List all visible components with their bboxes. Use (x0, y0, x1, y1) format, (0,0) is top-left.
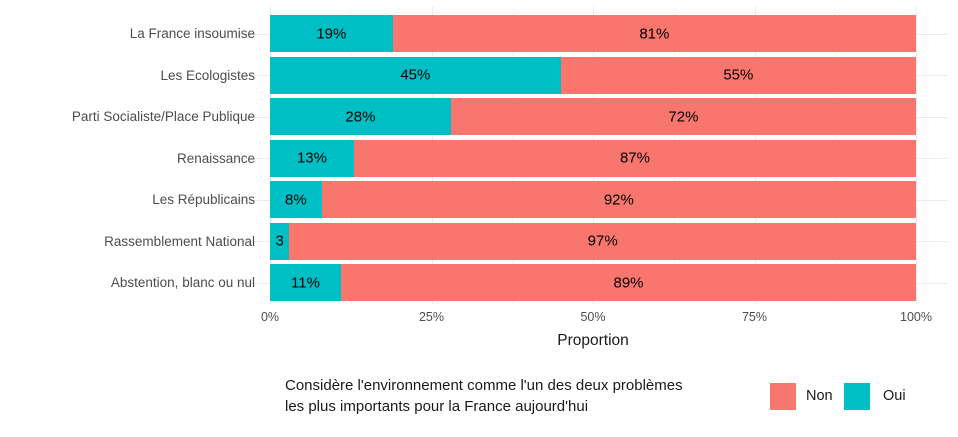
bar-row: 45% 55% (270, 56, 916, 94)
x-tick-label: 75% (741, 310, 768, 324)
bar-segment-non: 89% (341, 264, 916, 302)
x-tick-label: 0% (260, 310, 280, 324)
bar-value-label: 19% (316, 25, 347, 42)
legend-title-line-2: les plus importants pour la France aujou… (285, 398, 589, 415)
bar-value-label: 55% (723, 66, 754, 84)
category-label: Rassemblement National (104, 233, 255, 249)
category-label: Renaissance (176, 150, 255, 166)
legend-swatch-oui (844, 383, 870, 410)
bar-segment-oui: 8% (270, 181, 322, 219)
bar-row: 28% 72% (270, 98, 916, 136)
legend-title-line-1: Considère l'environnement comme l'un des… (285, 377, 683, 394)
bar-segment-non: 87% (353, 139, 916, 177)
bar-value-label: 89% (613, 274, 644, 292)
bar-value-label: 45% (400, 66, 431, 84)
x-tick-label: 50% (580, 310, 606, 324)
bar-segment-non: 92% (321, 181, 916, 219)
bar-value-label: 28% (345, 108, 376, 126)
legend-swatch-non (770, 383, 796, 410)
category-label: Les Républicains (152, 192, 255, 208)
bar-row: 8% 92% (270, 181, 916, 219)
legend-title: Considère l'environnement comme l'un des… (285, 375, 683, 417)
x-axis-title: Proportion (557, 332, 629, 349)
bar-value-label: 72% (668, 108, 699, 126)
bar-value-label: 8% (284, 191, 307, 209)
bar-segment-non: 55% (560, 56, 916, 94)
x-tick-label: 25% (418, 310, 445, 324)
bar-value-label: 13% (296, 149, 327, 167)
bar-value-label: 81% (639, 25, 670, 42)
category-label: Abstention, blanc ou nul (110, 275, 255, 291)
category-label: Les Ecologistes (160, 67, 255, 83)
bar-row: 19% 81% (270, 15, 916, 52)
bar-segment-oui: 45% (270, 56, 561, 94)
bar-segment-non: 72% (450, 98, 916, 136)
bar-value-label: 11% (291, 274, 320, 292)
legend-label-oui: Oui (883, 388, 906, 404)
category-label: La France insoumise (129, 26, 255, 41)
x-tick-label: 100% (900, 310, 932, 324)
legend-label-non: Non (806, 388, 833, 404)
bar-segment-oui: 19% (270, 15, 393, 52)
bar-segment-oui: 11% (270, 264, 342, 302)
bar-segment-oui: 28% (270, 98, 451, 136)
bar-value-label: 92% (603, 191, 634, 209)
bar-row: 13% 87% (270, 139, 916, 177)
bar-value-label: 87% (619, 149, 650, 167)
bar-segment-oui: 13% (270, 139, 354, 177)
gridline-major (916, 6, 917, 305)
bar-row: 3 97% (270, 222, 916, 260)
bar-row: 11% 89% (270, 264, 916, 302)
bar-value-label: 97% (587, 232, 618, 250)
bar-value-label: 3 (275, 232, 284, 250)
bar-segment-non: 97% (289, 222, 916, 260)
bar-segment-non: 81% (392, 15, 916, 52)
category-label: Parti Socialiste/Place Publique (71, 109, 255, 125)
bar-segment-oui: 3 (270, 222, 290, 260)
